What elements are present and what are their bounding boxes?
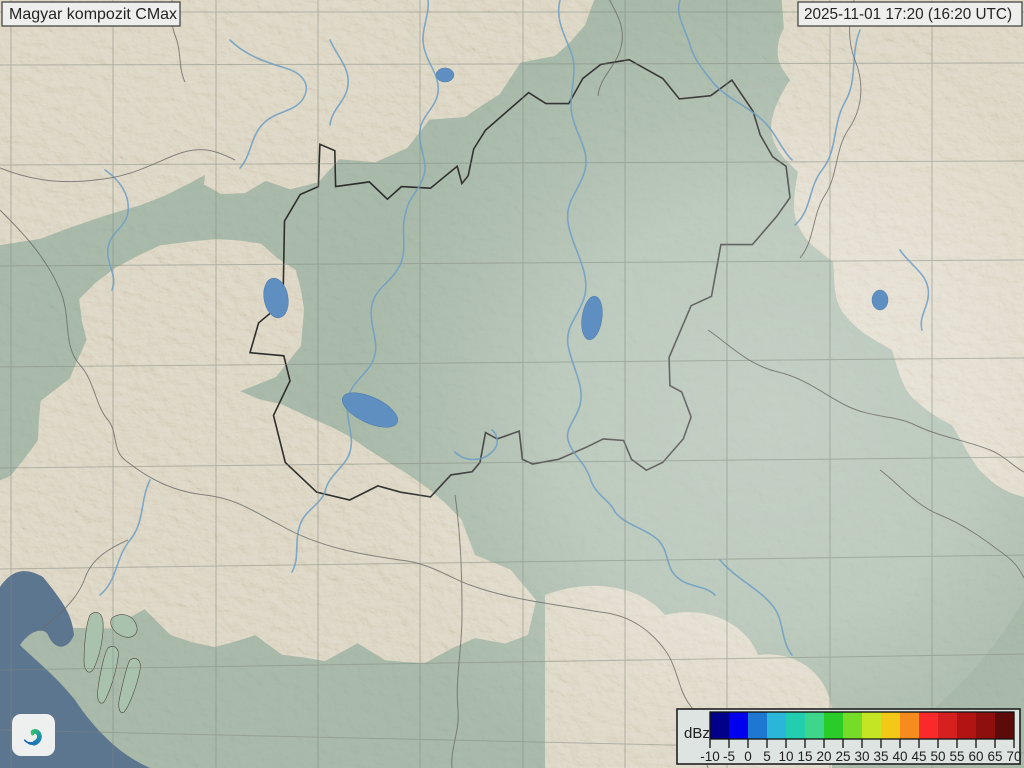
svg-text:2025-11-01 17:20 (16:20 UTC): 2025-11-01 17:20 (16:20 UTC) — [804, 6, 1012, 23]
svg-text:5: 5 — [763, 749, 771, 764]
svg-text:-10: -10 — [700, 749, 720, 764]
svg-text:45: 45 — [911, 749, 926, 764]
svg-text:40: 40 — [892, 749, 907, 764]
svg-text:60: 60 — [968, 749, 983, 764]
svg-text:25: 25 — [835, 749, 850, 764]
svg-text:-5: -5 — [723, 749, 735, 764]
svg-text:dBz: dBz — [684, 725, 710, 742]
svg-text:65: 65 — [987, 749, 1002, 764]
svg-text:15: 15 — [797, 749, 812, 764]
svg-text:50: 50 — [930, 749, 945, 764]
svg-text:30: 30 — [854, 749, 869, 764]
svg-text:55: 55 — [949, 749, 964, 764]
svg-text:Magyar kompozit CMax: Magyar kompozit CMax — [9, 6, 177, 23]
svg-text:0: 0 — [744, 749, 752, 764]
svg-text:35: 35 — [873, 749, 888, 764]
svg-text:10: 10 — [778, 749, 793, 764]
svg-text:20: 20 — [816, 749, 831, 764]
svg-text:70: 70 — [1006, 749, 1021, 764]
